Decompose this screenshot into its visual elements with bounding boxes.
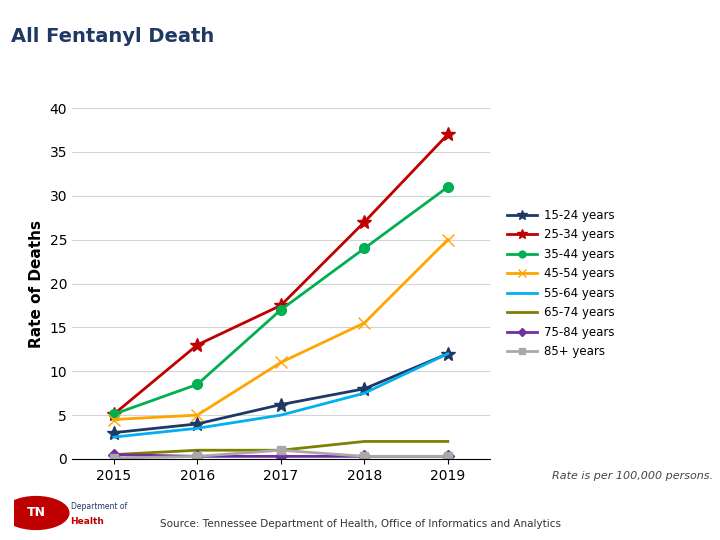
45-54 years	[193, 412, 202, 418]
Line: 55-64 years: 55-64 years	[114, 354, 448, 437]
65-74 years	[276, 447, 285, 454]
Text: All Fentanyl Death: All Fentanyl Death	[11, 27, 221, 46]
45-54 years	[276, 359, 285, 366]
85+ years	[444, 453, 452, 460]
55-64 years	[360, 390, 369, 396]
Text: All Fentanyl Death Rates by Age Distribution,: All Fentanyl Death Rates by Age Distribu…	[11, 27, 510, 46]
Y-axis label: Rate of Deaths: Rate of Deaths	[29, 219, 44, 348]
55-64 years	[193, 425, 202, 431]
55-64 years	[276, 412, 285, 418]
65-74 years	[444, 438, 452, 445]
45-54 years	[109, 416, 118, 423]
65-74 years	[193, 447, 202, 454]
35-44 years	[109, 411, 118, 417]
65-74 years	[360, 438, 369, 445]
75-84 years	[193, 453, 202, 460]
Legend: 15-24 years, 25-34 years, 35-44 years, 45-54 years, 55-64 years, 65-74 years, 75: 15-24 years, 25-34 years, 35-44 years, 4…	[503, 204, 619, 363]
Line: 25-34 years: 25-34 years	[107, 127, 455, 421]
Line: 45-54 years: 45-54 years	[107, 233, 454, 426]
Text: All Fentanyl Death ̲R̲a̲t̲e̲s̲ by Age Distribution,: All Fentanyl Death ̲R̲a̲t̲e̲s̲ by Age Di…	[11, 27, 510, 47]
75-84 years	[360, 453, 369, 460]
35-44 years	[444, 184, 452, 190]
15-24 years	[276, 401, 285, 408]
Text: 2015-2019: 2015-2019	[11, 68, 127, 87]
15-24 years	[360, 386, 369, 392]
Line: 65-74 years: 65-74 years	[114, 442, 448, 455]
75-84 years	[444, 453, 452, 460]
35-44 years	[193, 381, 202, 388]
Text: Source: Tennessee Department of Health, Office of Informatics and Analytics: Source: Tennessee Department of Health, …	[160, 519, 560, 529]
45-54 years	[444, 237, 452, 243]
Line: 75-84 years: 75-84 years	[109, 450, 452, 461]
25-34 years	[444, 131, 452, 138]
35-44 years	[360, 245, 369, 252]
Line: 85+ years: 85+ years	[109, 446, 452, 462]
85+ years	[193, 453, 202, 460]
75-84 years	[109, 451, 118, 458]
45-54 years	[360, 320, 369, 326]
Text: TN: TN	[27, 507, 45, 519]
25-34 years	[193, 342, 202, 348]
25-34 years	[276, 302, 285, 309]
75-84 years	[276, 453, 285, 460]
Line: 35-44 years: 35-44 years	[109, 182, 453, 419]
85+ years	[276, 447, 285, 454]
55-64 years	[444, 350, 452, 357]
25-34 years	[360, 219, 369, 225]
Circle shape	[3, 497, 69, 529]
Text: Rate is per 100,000 persons.: Rate is per 100,000 persons.	[552, 470, 713, 481]
55-64 years	[109, 434, 118, 440]
85+ years	[109, 455, 118, 461]
35-44 years	[276, 307, 285, 313]
85+ years	[360, 453, 369, 460]
15-24 years	[193, 421, 202, 427]
25-34 years	[109, 411, 118, 417]
15-24 years	[444, 350, 452, 357]
Line: 15-24 years: 15-24 years	[107, 347, 455, 440]
65-74 years	[109, 451, 118, 458]
Text: Department of: Department of	[71, 502, 127, 511]
Text: Health: Health	[71, 517, 104, 526]
15-24 years	[109, 429, 118, 436]
